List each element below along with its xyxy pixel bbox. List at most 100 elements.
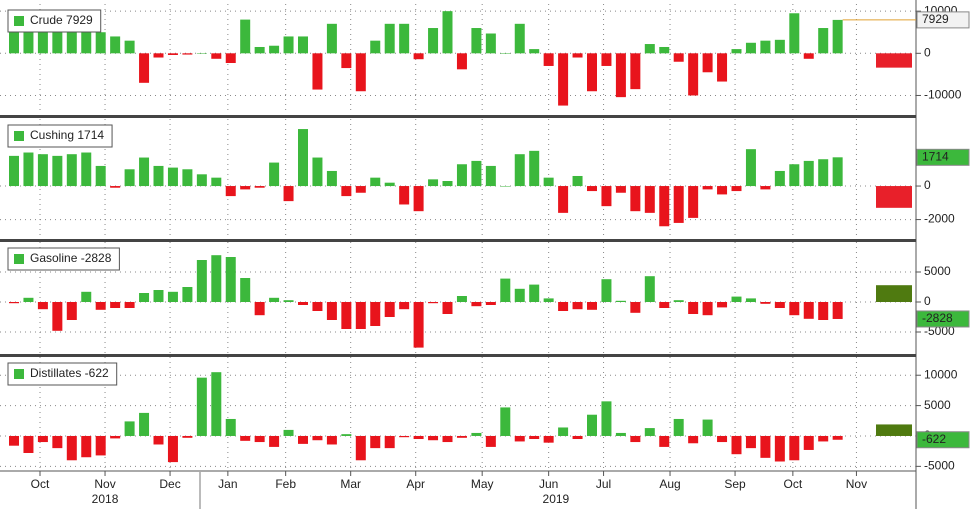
bar bbox=[558, 302, 569, 311]
bar bbox=[529, 150, 540, 187]
bar bbox=[601, 186, 612, 207]
bar bbox=[630, 435, 641, 443]
bar bbox=[789, 435, 800, 461]
bar bbox=[139, 157, 150, 187]
legend-swatch bbox=[14, 369, 24, 379]
bar bbox=[254, 46, 265, 54]
bar bbox=[95, 32, 106, 54]
legend-box bbox=[7, 362, 118, 386]
bar bbox=[717, 186, 728, 195]
bar bbox=[413, 53, 424, 60]
bar bbox=[745, 435, 756, 449]
bar bbox=[760, 40, 771, 54]
x-tick-label: Aug bbox=[659, 477, 680, 491]
bar bbox=[298, 302, 308, 305]
bar bbox=[731, 296, 742, 302]
bar bbox=[167, 167, 178, 187]
bar bbox=[803, 53, 814, 59]
bar bbox=[543, 53, 554, 66]
bar bbox=[543, 435, 554, 443]
bar bbox=[23, 435, 34, 453]
bar bbox=[471, 302, 482, 307]
year-label: 2018 bbox=[92, 492, 119, 506]
bar bbox=[182, 287, 193, 302]
bar bbox=[355, 302, 366, 329]
bar bbox=[644, 44, 655, 54]
bar bbox=[139, 293, 150, 302]
bar bbox=[240, 435, 251, 441]
bar bbox=[81, 291, 92, 302]
bar bbox=[225, 257, 236, 302]
bar bbox=[225, 53, 236, 64]
bar bbox=[37, 435, 48, 443]
x-tick-label: Oct bbox=[31, 477, 50, 491]
bar bbox=[196, 260, 207, 302]
bar bbox=[514, 288, 525, 302]
bar bbox=[615, 186, 626, 193]
bar bbox=[9, 155, 19, 187]
bar bbox=[514, 154, 525, 187]
bar bbox=[384, 435, 395, 449]
bar bbox=[196, 377, 207, 436]
bar bbox=[442, 435, 453, 443]
bar bbox=[167, 291, 178, 302]
bar bbox=[269, 162, 280, 187]
bar bbox=[601, 401, 612, 436]
bar bbox=[240, 186, 251, 190]
x-tick-label: Apr bbox=[406, 477, 425, 491]
x-tick-label: Jul bbox=[596, 477, 611, 491]
bar bbox=[283, 429, 294, 436]
x-tick-label: Dec bbox=[159, 477, 180, 491]
bar bbox=[572, 53, 583, 58]
bar bbox=[558, 53, 569, 106]
bar bbox=[326, 23, 337, 54]
bar bbox=[225, 186, 236, 197]
bar bbox=[485, 302, 496, 305]
bar bbox=[370, 435, 381, 449]
bar bbox=[529, 284, 540, 302]
bar bbox=[23, 152, 34, 187]
bar bbox=[124, 40, 135, 54]
bar bbox=[818, 159, 829, 187]
bar bbox=[428, 179, 439, 187]
bar bbox=[298, 36, 308, 54]
legend-label: Crude 7929 bbox=[30, 13, 93, 27]
bar bbox=[688, 53, 699, 96]
bar bbox=[572, 302, 583, 310]
bar bbox=[630, 302, 641, 313]
bar bbox=[95, 165, 106, 187]
y-tick-label: 0 bbox=[924, 294, 931, 308]
value-tag-label: 7929 bbox=[922, 12, 949, 26]
bar bbox=[110, 186, 121, 188]
bar bbox=[587, 302, 597, 310]
bar bbox=[500, 186, 511, 187]
bar bbox=[803, 160, 814, 187]
bar bbox=[211, 372, 222, 436]
bar bbox=[9, 302, 19, 304]
bar bbox=[124, 169, 135, 187]
bar bbox=[312, 435, 323, 441]
y-tick-label: 0 bbox=[924, 45, 931, 59]
bar bbox=[717, 302, 728, 308]
legend-box bbox=[7, 124, 113, 148]
bar bbox=[37, 32, 48, 54]
bar bbox=[283, 186, 294, 202]
bar bbox=[456, 53, 467, 70]
bar bbox=[529, 435, 540, 440]
bar bbox=[442, 302, 453, 314]
bar bbox=[688, 186, 699, 218]
value-tag bbox=[916, 431, 970, 449]
bar bbox=[139, 412, 150, 436]
bar bbox=[587, 186, 597, 192]
bar bbox=[153, 165, 164, 187]
bar bbox=[456, 296, 467, 302]
bar bbox=[615, 432, 626, 436]
bar bbox=[240, 278, 251, 302]
bar bbox=[500, 407, 511, 436]
bar bbox=[615, 300, 626, 302]
y-tick-label: 5000 bbox=[924, 264, 951, 278]
panel-separator bbox=[0, 115, 916, 118]
legend-label: Distillates -622 bbox=[30, 366, 109, 380]
bar bbox=[659, 46, 670, 54]
bar bbox=[789, 302, 800, 316]
